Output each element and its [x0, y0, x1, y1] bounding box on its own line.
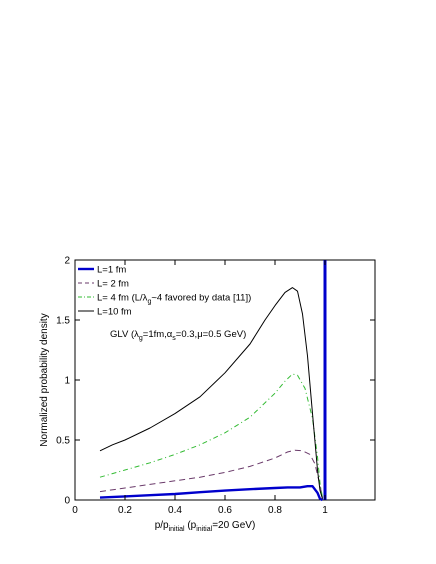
series-line-3: [99, 373, 323, 498]
annotation-a: GLV (λ: [110, 329, 139, 340]
y-tick-label: 1.5: [56, 316, 70, 327]
annotation-sub-s: s: [172, 335, 176, 342]
legend-label-2: L= 2 fm: [97, 279, 129, 290]
x-axis-title-sub1: initial: [169, 526, 185, 533]
legend-label-1: L=1 fm: [97, 265, 126, 276]
y-tick-label: 0: [64, 496, 70, 507]
series-line-1: [99, 485, 324, 502]
y-axis: 0 0.5 1 1.5 2: [56, 256, 375, 507]
y-tick-label: 2: [64, 256, 70, 267]
annotation-sub-g: g: [139, 335, 143, 342]
annotation-b: =1fm,α: [143, 329, 173, 340]
legend-label-4: L=10 fm: [97, 307, 132, 318]
legend-label-part: L= 4 fm (L/λ: [97, 293, 148, 304]
x-axis-title-mid: (p: [185, 520, 197, 531]
x-tick-label: 0.4: [168, 505, 182, 516]
y-tick-label: 1: [64, 376, 70, 387]
series-line-4: [99, 287, 323, 499]
x-axis-title: p/pinitial (pinitial=20 GeV): [155, 520, 256, 533]
x-axis: 0 0.2 0.4 0.6 0.8 1: [72, 260, 328, 516]
x-tick-label: 0.8: [268, 505, 282, 516]
x-tick-label: 0.6: [218, 505, 232, 516]
y-tick-label: 0.5: [56, 436, 70, 447]
x-tick-label: 1: [322, 505, 328, 516]
x-tick-label: 0: [72, 505, 78, 516]
x-axis-title-main: p/p: [155, 520, 169, 531]
y-axis-title: Normalized probability density: [39, 313, 50, 446]
series-line-2: [99, 449, 323, 498]
legend-label-sub: g: [147, 299, 151, 306]
model-annotation: GLV (λg=1fm,αs=0.3,μ=0.5 GeV): [110, 329, 246, 342]
legend-label-part: ~4 favored by data [11]): [151, 293, 251, 304]
x-axis-title-end: =20 GeV): [212, 520, 255, 531]
legend-label-3: L= 4 fm (L/λg~4 favored by data [11]): [97, 293, 251, 306]
x-axis-title-sub2: initial: [196, 526, 212, 533]
annotation-c: =0.3,μ=0.5 GeV): [176, 329, 246, 340]
x-tick-label: 0.2: [118, 505, 132, 516]
legend: L=1 fm L= 2 fm L= 4 fm (L/λg~4 favored by …: [78, 265, 251, 318]
